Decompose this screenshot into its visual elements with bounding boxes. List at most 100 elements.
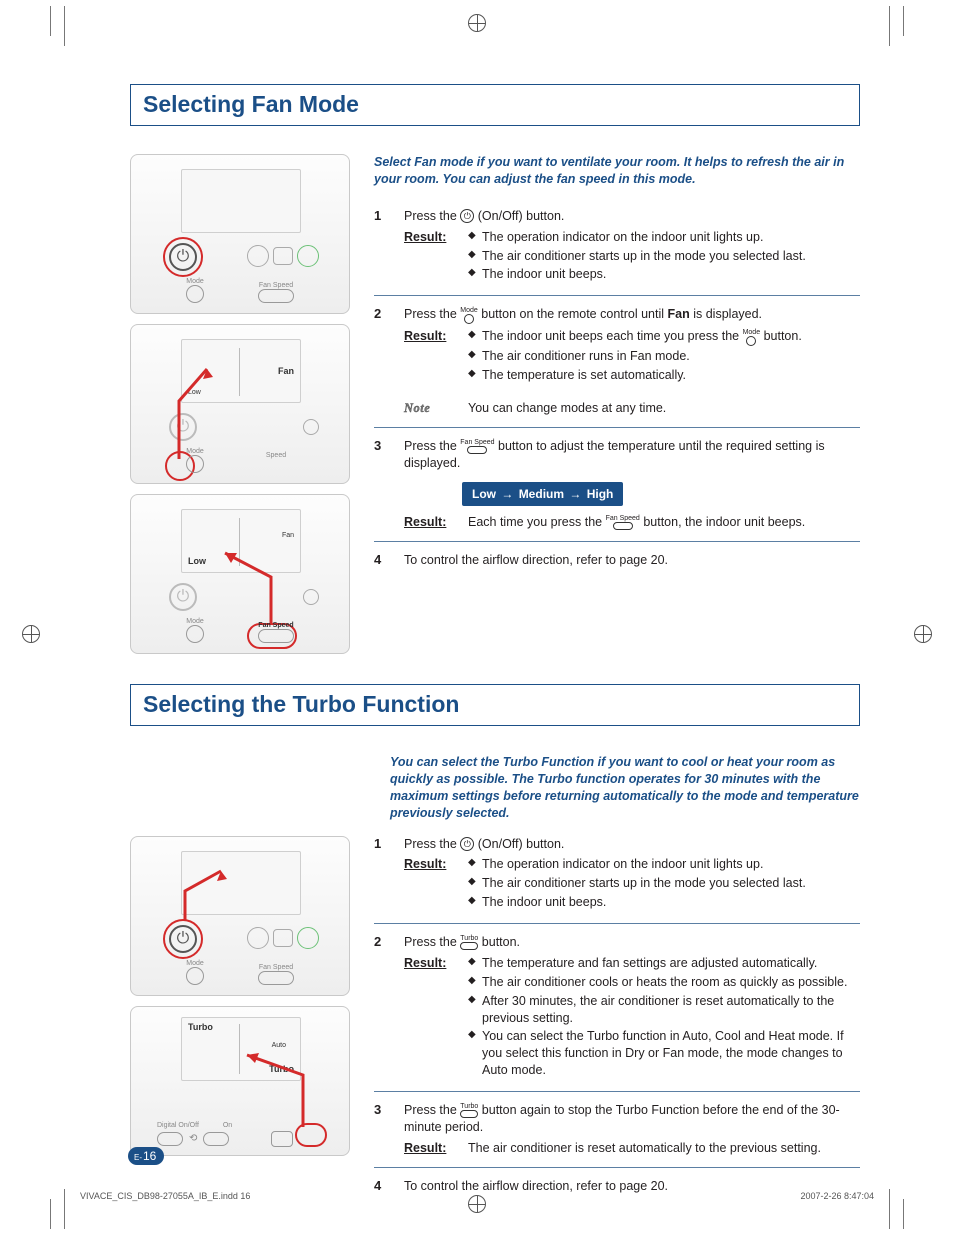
remote-label: On — [223, 1122, 232, 1129]
step-1: 1 Press the ⏻ (On/Off) button. Result: T… — [374, 208, 860, 297]
step-text: is displayed. — [693, 307, 762, 321]
step-2: 2 Press the Mode button on the remote co… — [374, 306, 860, 428]
step-text: (On/Off) button. — [478, 209, 565, 223]
remote-panel-mode: Fan Low ⏻ Mode Speed — [130, 324, 350, 484]
remote-panel-fanspeed: Fan Low ⏻ Mode Fan Speed — [130, 494, 350, 654]
turbo-step-1: 1 Press the ⏻ (On/Off) button. Result: T… — [374, 836, 860, 925]
screen-text: Fan — [278, 366, 294, 376]
fan-speed-sequence: Low → Medium → High — [462, 482, 623, 506]
bullet-item: After 30 minutes, the air conditioner is… — [468, 993, 860, 1027]
bullet-item: The air conditioner runs in Fan mode. — [468, 348, 860, 365]
bullet-item: The temperature is set automatically. — [468, 367, 860, 384]
crop-mark-icon — [50, 6, 51, 36]
step-number: 3 — [374, 1102, 390, 1157]
step-number: 3 — [374, 438, 390, 531]
remote-label: Mode — [186, 618, 204, 625]
power-button-icon: ⏻ — [169, 583, 197, 611]
remote-panel-turbo: Turbo Auto Turbo Digital On/Off On — [130, 1006, 350, 1156]
screen-text: Turbo — [188, 1022, 213, 1032]
bullet-item: You can select the Turbo function in Aut… — [468, 1028, 860, 1079]
result-text: The air conditioner is reset automatical… — [468, 1140, 821, 1157]
step-number: 2 — [374, 934, 390, 1081]
remote-illustrations-fan: ⏻ Mode Fan Speed Fan Low — [130, 154, 350, 664]
manual-page: Selecting Fan Mode ⏻ Mode Fan Speed — [0, 0, 954, 1235]
bullet-item: The air conditioner cools or heats the r… — [468, 974, 860, 991]
result-label: Result: — [404, 1140, 452, 1157]
highlight-arrow-icon — [219, 547, 279, 629]
result-text: Each time you press the Fan Speed button… — [468, 514, 805, 531]
screen-text: Low — [188, 556, 206, 566]
section-heading-box: Selecting the Turbo Function — [130, 684, 860, 726]
turbo-button-icon: Turbo — [460, 935, 478, 950]
result-label: Result: — [404, 955, 452, 1081]
registration-mark-icon — [914, 625, 932, 643]
bullet-item: The air conditioner starts up in the mod… — [468, 875, 860, 892]
remote-label: Mode — [186, 448, 204, 455]
remote-label: Mode — [186, 278, 204, 285]
power-icon: ⏻ — [460, 209, 474, 223]
bullet-item: The operation indicator on the indoor un… — [468, 856, 860, 873]
screen-text: Fan — [282, 532, 294, 539]
step-text: Press the — [404, 837, 460, 851]
bullet-item: The indoor unit beeps. — [468, 266, 860, 283]
result-label: Result: — [404, 328, 452, 386]
crop-mark-icon — [50, 1199, 51, 1229]
note-label: Note — [404, 400, 452, 417]
fanspeed-button-icon: Fan Speed — [460, 439, 494, 454]
bullet-item: The air conditioner starts up in the mod… — [468, 248, 860, 265]
step-text: To control the airflow direction, refer … — [404, 552, 860, 569]
section-heading-box: Selecting Fan Mode — [130, 84, 860, 126]
remote-label: Speed — [258, 452, 294, 459]
step-number: 1 — [374, 836, 390, 914]
registration-mark-icon — [468, 14, 486, 32]
bullet-item: The indoor unit beeps each time you pres… — [468, 328, 860, 346]
highlight-arrow-icon — [241, 1051, 311, 1131]
step-number: 2 — [374, 306, 390, 417]
result-bullets: The indoor unit beeps each time you pres… — [468, 328, 860, 386]
step-4: 4 To control the airflow direction, refe… — [374, 552, 860, 583]
crop-mark-icon — [64, 6, 65, 46]
crop-mark-icon — [64, 1189, 65, 1229]
step-text: Press the — [404, 1103, 460, 1117]
section-intro: Select Fan mode if you want to ventilate… — [374, 154, 860, 188]
remote-label: Fan Speed — [258, 622, 294, 629]
crop-mark-icon — [889, 1189, 890, 1229]
result-bullets: The temperature and fan settings are adj… — [468, 955, 860, 1081]
footer-timestamp: 2007-2-26 8:47:04 — [800, 1191, 874, 1201]
turbo-step-3: 3 Press the Turbo button again to stop t… — [374, 1102, 860, 1168]
section-intro: You can select the Turbo Function if you… — [390, 754, 860, 822]
note-text: You can change modes at any time. — [468, 400, 666, 417]
step-text: button on the remote control until — [481, 307, 667, 321]
highlight-circle-icon — [295, 1123, 327, 1147]
result-label: Result: — [404, 514, 452, 531]
turbo-step-2: 2 Press the Turbo button. Result: The te… — [374, 934, 860, 1092]
registration-mark-icon — [22, 625, 40, 643]
screen-text: Auto — [272, 1042, 286, 1049]
crop-mark-icon — [903, 6, 904, 36]
step-number: 4 — [374, 552, 390, 573]
footer-filename: VIVACE_CIS_DB98-27055A_IB_E.indd 16 — [80, 1191, 250, 1201]
highlight-circle-icon — [163, 919, 203, 959]
step-text: (On/Off) button. — [478, 837, 565, 851]
print-footer: VIVACE_CIS_DB98-27055A_IB_E.indd 16 2007… — [80, 1191, 874, 1201]
step-text: Press the — [404, 439, 460, 453]
bullet-item: The temperature and fan settings are adj… — [468, 955, 860, 972]
remote-small-button-icon — [247, 245, 269, 267]
step-text: Press the — [404, 935, 460, 949]
result-bullets: The operation indicator on the indoor un… — [468, 856, 860, 913]
highlight-circle-icon — [163, 237, 203, 277]
mode-button-icon: Mode — [460, 307, 478, 324]
fanspeed-button-icon: Fan Speed — [606, 515, 640, 530]
mode-button-icon: Mode — [743, 329, 761, 346]
remote-panel-power: ⏻ Mode Fan Speed — [130, 154, 350, 314]
section-heading: Selecting the Turbo Function — [143, 691, 459, 717]
turbo-button-icon: Turbo — [460, 1103, 478, 1118]
step-text-bold: Fan — [668, 307, 690, 321]
crop-mark-icon — [903, 1199, 904, 1229]
step-text: Press the — [404, 307, 460, 321]
bullet-item: The operation indicator on the indoor un… — [468, 229, 860, 246]
remote-illustrations-turbo: ⏻ Mode Fan Speed T — [130, 836, 350, 1166]
result-bullets: The operation indicator on the indoor un… — [468, 229, 860, 286]
power-icon: ⏻ — [460, 837, 474, 851]
page-number-badge: E-16 — [128, 1147, 164, 1165]
